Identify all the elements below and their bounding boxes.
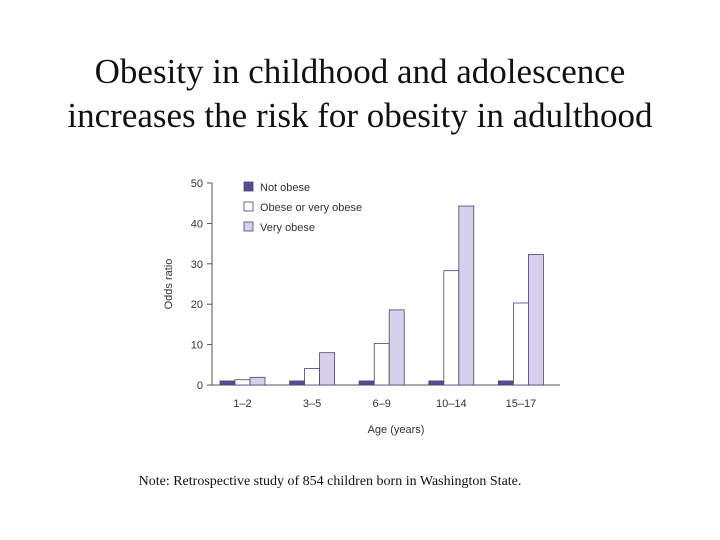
x-axis-title: Age (years) <box>368 424 425 436</box>
bar-obese-or-very-obese <box>512 302 529 386</box>
bar-not-obese <box>358 380 375 386</box>
y-tick-label: 30 <box>191 259 203 271</box>
legend-label: Not obese <box>260 182 310 194</box>
x-tick-label: 6–9 <box>373 398 391 410</box>
title-line-1: Obesity in childhood and adolescence <box>94 52 626 91</box>
y-tick-label: 40 <box>191 218 203 230</box>
bar-very-obese <box>319 352 336 386</box>
bar-not-obese <box>219 380 236 386</box>
bar-very-obese <box>388 309 405 386</box>
x-tick-label: 15–17 <box>506 398 537 410</box>
bar-not-obese <box>497 380 514 386</box>
bar-not-obese <box>428 380 445 386</box>
legend-swatch <box>243 221 254 232</box>
x-tick-label: 10–14 <box>436 398 467 410</box>
x-tick-label: 3–5 <box>303 398 321 410</box>
odds-ratio-bar-chart: 0 10 20 30 40 50 Odds ratio 1–2 3–5 6–9 10–14 15–17… <box>163 178 560 436</box>
y-axis-title: Odds ratio <box>163 259 175 310</box>
bar-very-obese <box>249 376 266 386</box>
y-tick-label: 0 <box>197 380 203 392</box>
y-tick-label: 20 <box>191 299 203 311</box>
bar-obese-or-very-obese <box>373 342 390 386</box>
slide-title: Obesity in childhood and adolescence inc… <box>0 50 720 138</box>
legend-swatch <box>243 201 254 212</box>
y-tick-label: 10 <box>191 340 203 352</box>
bar-not-obese <box>289 380 306 386</box>
legend-label: Obese or very obese <box>260 202 362 214</box>
bar-very-obese <box>458 205 475 386</box>
legend-label: Very obese <box>260 222 315 234</box>
bar-very-obese <box>527 254 544 386</box>
bar-obese-or-very-obese <box>234 379 251 386</box>
bar-obese-or-very-obese <box>443 270 460 386</box>
bar-obese-or-very-obese <box>304 368 321 386</box>
title-line-2: increases the risk for obesity in adulth… <box>67 96 653 135</box>
legend-swatch <box>243 181 254 192</box>
y-tick-label: 50 <box>191 178 203 190</box>
study-note: Note: Retrospective study of 854 childre… <box>138 474 522 489</box>
x-tick-label: 1–2 <box>233 398 251 410</box>
